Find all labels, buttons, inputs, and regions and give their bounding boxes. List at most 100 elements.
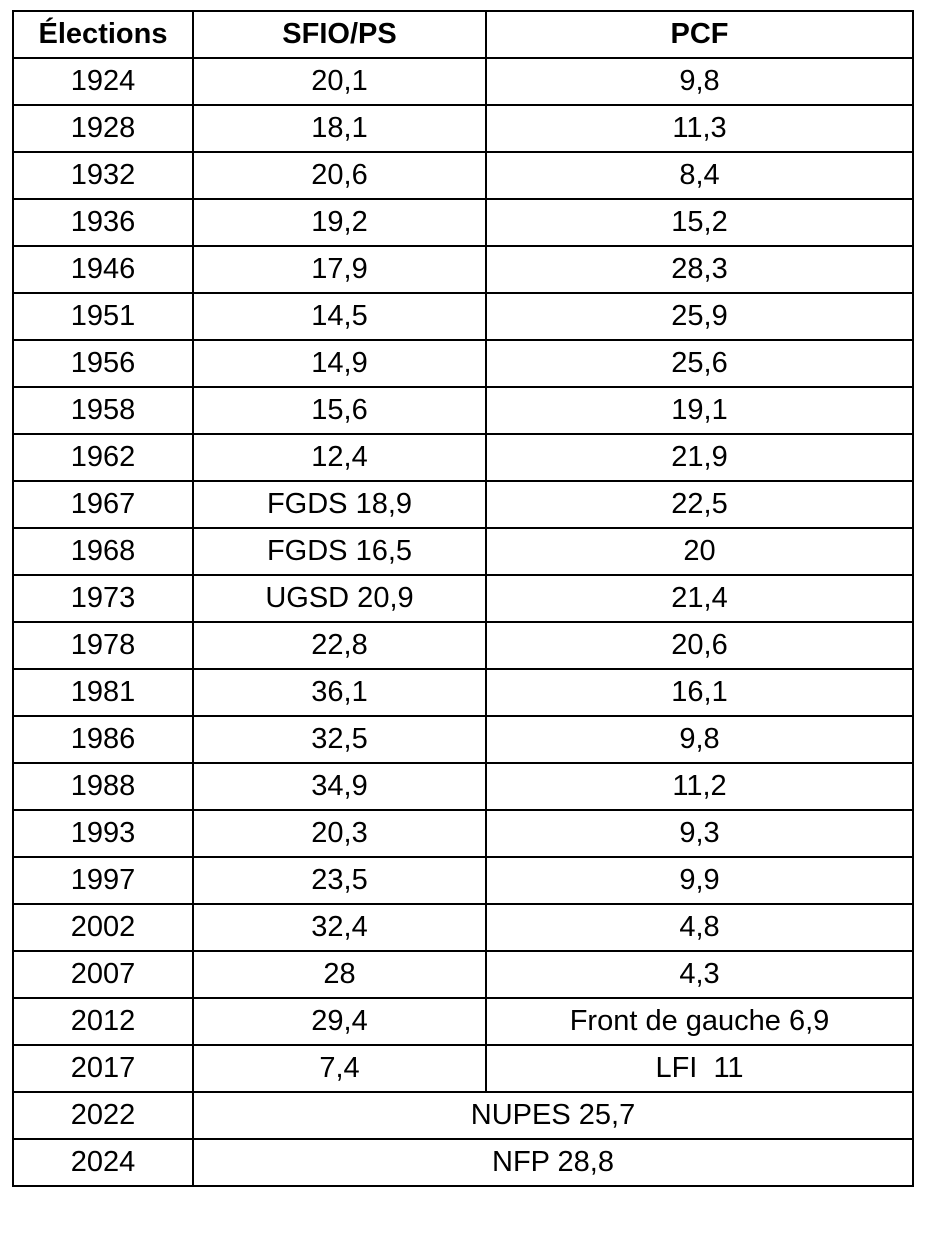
table-row: 2017 7,4 LFI 11: [12, 1044, 914, 1093]
table-row: 1958 15,6 19,1: [12, 386, 914, 435]
value-cell: 14,5: [192, 292, 487, 341]
value-cell: FGDS 16,5: [192, 527, 487, 576]
value-cell: 4,8: [485, 903, 914, 952]
year-cell: 1958: [12, 386, 194, 435]
year-cell: 1962: [12, 433, 194, 482]
year-cell: 1993: [12, 809, 194, 858]
year-cell: 2024: [12, 1138, 194, 1187]
value-cell: 20,3: [192, 809, 487, 858]
value-cell: 19,1: [485, 386, 914, 435]
year-cell: 1924: [12, 57, 194, 106]
table-row: 1956 14,9 25,6: [12, 339, 914, 388]
table-row: 1962 12,4 21,9: [12, 433, 914, 482]
table-row: 2007 28 4,3: [12, 950, 914, 999]
table-row: 1978 22,8 20,6: [12, 621, 914, 670]
table-row: 1967 FGDS 18,9 22,5: [12, 480, 914, 529]
value-cell: 34,9: [192, 762, 487, 811]
value-cell: 15,2: [485, 198, 914, 247]
year-cell: 1968: [12, 527, 194, 576]
value-cell: 22,5: [485, 480, 914, 529]
header-cell: PCF: [485, 10, 914, 59]
year-cell: 2012: [12, 997, 194, 1046]
value-cell: FGDS 18,9: [192, 480, 487, 529]
value-cell: 11,3: [485, 104, 914, 153]
value-cell: 25,9: [485, 292, 914, 341]
value-cell: 4,3: [485, 950, 914, 999]
value-cell: 29,4: [192, 997, 487, 1046]
table-row: 1988 34,9 11,2: [12, 762, 914, 811]
value-cell: 12,4: [192, 433, 487, 482]
year-cell: 1956: [12, 339, 194, 388]
value-cell: NFP 28,8: [192, 1138, 914, 1187]
year-cell: 1936: [12, 198, 194, 247]
value-cell: 18,1: [192, 104, 487, 153]
year-cell: 1932: [12, 151, 194, 200]
value-cell: 21,9: [485, 433, 914, 482]
value-cell: 9,8: [485, 715, 914, 764]
value-cell: 19,2: [192, 198, 487, 247]
table-row: 1993 20,3 9,3: [12, 809, 914, 858]
year-cell: 2017: [12, 1044, 194, 1093]
value-cell: 32,5: [192, 715, 487, 764]
table-row: 1932 20,6 8,4: [12, 151, 914, 200]
value-cell: 32,4: [192, 903, 487, 952]
year-cell: 1988: [12, 762, 194, 811]
value-cell: 20: [485, 527, 914, 576]
value-cell: 28,3: [485, 245, 914, 294]
value-cell: 23,5: [192, 856, 487, 905]
year-cell: 2022: [12, 1091, 194, 1140]
year-cell: 1986: [12, 715, 194, 764]
value-cell: 9,8: [485, 57, 914, 106]
value-cell: 7,4: [192, 1044, 487, 1093]
value-cell: UGSD 20,9: [192, 574, 487, 623]
table-row: 1997 23,5 9,9: [12, 856, 914, 905]
value-cell: 16,1: [485, 668, 914, 717]
value-cell: 20,1: [192, 57, 487, 106]
value-cell: NUPES 25,7: [192, 1091, 914, 1140]
value-cell: 20,6: [485, 621, 914, 670]
header-cell: SFIO/PS: [192, 10, 487, 59]
table-row: 1968 FGDS 16,5 20: [12, 527, 914, 576]
value-cell: 11,2: [485, 762, 914, 811]
year-cell: 1951: [12, 292, 194, 341]
table-row: 1924 20,1 9,8: [12, 57, 914, 106]
value-cell: LFI 11: [485, 1044, 914, 1093]
value-cell: 22,8: [192, 621, 487, 670]
value-cell: 9,3: [485, 809, 914, 858]
header-row: Élections SFIO/PS PCF: [12, 10, 914, 59]
year-cell: 2002: [12, 903, 194, 952]
value-cell: 36,1: [192, 668, 487, 717]
table-row: 1986 32,5 9,8: [12, 715, 914, 764]
value-cell: 25,6: [485, 339, 914, 388]
table-row: 1951 14,5 25,9: [12, 292, 914, 341]
table-row: 1973 UGSD 20,9 21,4: [12, 574, 914, 623]
year-cell: 1967: [12, 480, 194, 529]
year-cell: 1978: [12, 621, 194, 670]
table-row: 1946 17,9 28,3: [12, 245, 914, 294]
value-cell: 28: [192, 950, 487, 999]
year-cell: 2007: [12, 950, 194, 999]
table-row: 1928 18,1 11,3: [12, 104, 914, 153]
value-cell: 20,6: [192, 151, 487, 200]
year-cell: 1928: [12, 104, 194, 153]
header-cell: Élections: [12, 10, 194, 59]
value-cell: Front de gauche 6,9: [485, 997, 914, 1046]
value-cell: 17,9: [192, 245, 487, 294]
year-cell: 1997: [12, 856, 194, 905]
table-row: 2002 32,4 4,8: [12, 903, 914, 952]
table-row: 2024 NFP 28,8: [12, 1138, 914, 1187]
year-cell: 1973: [12, 574, 194, 623]
table-row: 1936 19,2 15,2: [12, 198, 914, 247]
table-row: 2022 NUPES 25,7: [12, 1091, 914, 1140]
value-cell: 14,9: [192, 339, 487, 388]
table-row: 2012 29,4 Front de gauche 6,9: [12, 997, 914, 1046]
value-cell: 8,4: [485, 151, 914, 200]
results-table: Élections SFIO/PS PCF 1924 20,1 9,8 1928 18,1 1…: [12, 10, 914, 1187]
table-row: 1981 36,1 16,1: [12, 668, 914, 717]
year-cell: 1981: [12, 668, 194, 717]
value-cell: 9,9: [485, 856, 914, 905]
year-cell: 1946: [12, 245, 194, 294]
value-cell: 21,4: [485, 574, 914, 623]
value-cell: 15,6: [192, 386, 487, 435]
